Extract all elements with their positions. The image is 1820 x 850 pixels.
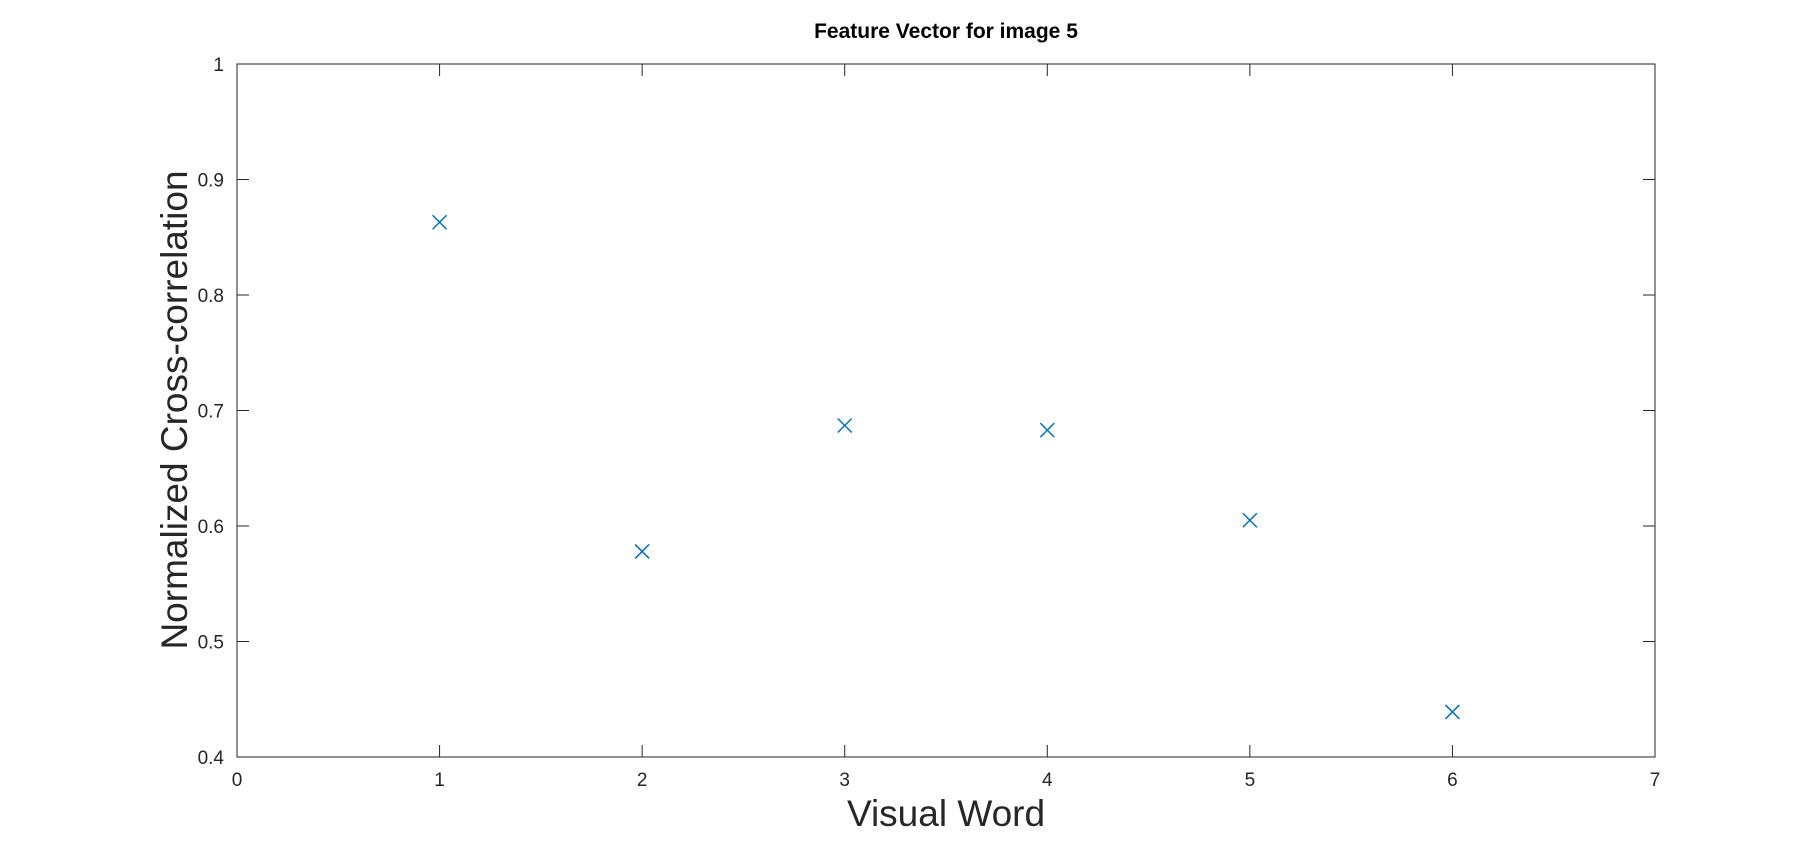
x-tick-label: 0 xyxy=(232,770,243,791)
plot-frame xyxy=(236,63,1656,758)
y-tick-label: 0.8 xyxy=(198,286,224,307)
x-axis: 0 1 2 3 4 5 6 7 xyxy=(232,64,1661,791)
y-tick-label: 1 xyxy=(213,55,224,76)
x-tick-label: 5 xyxy=(1245,770,1256,791)
y-tick-label: 0.6 xyxy=(198,517,224,538)
data-markers xyxy=(432,214,1460,720)
data-point-marker xyxy=(634,543,650,559)
data-point-marker xyxy=(837,417,853,434)
data-point-marker xyxy=(1242,512,1258,528)
x-tick-label: 1 xyxy=(434,770,445,791)
y-axis-label: Normalized Cross-correlation xyxy=(154,170,195,649)
plot-area xyxy=(237,64,1655,757)
y-tick-label: 0.5 xyxy=(198,633,224,654)
y-tick-label: 0.7 xyxy=(198,402,224,423)
x-tick-label: 6 xyxy=(1447,770,1458,791)
x-axis-label: Visual Word xyxy=(847,793,1045,834)
x-tick-label: 2 xyxy=(637,770,648,791)
x-tick-label: 7 xyxy=(1650,770,1661,791)
y-tick-label: 0.4 xyxy=(198,748,225,769)
data-point-marker xyxy=(1444,704,1460,720)
y-tick-label: 0.9 xyxy=(198,171,224,192)
chart-title: Feature Vector for image 5 xyxy=(814,20,1078,43)
data-point-marker xyxy=(432,214,448,230)
data-point-marker xyxy=(1039,422,1055,438)
x-tick-label: 3 xyxy=(839,770,850,791)
x-tick-label: 4 xyxy=(1042,770,1053,791)
